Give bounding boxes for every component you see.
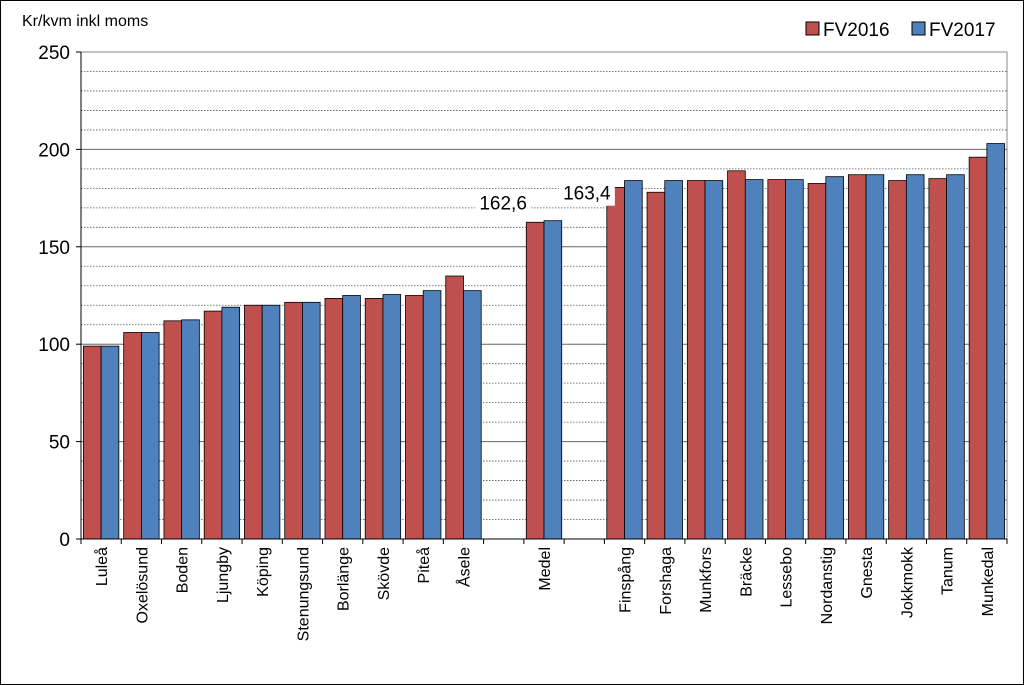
bar-fv2017-lessebo xyxy=(785,179,804,540)
legend: FV2016 FV2017 xyxy=(805,20,996,41)
bar-fv2016-luleå xyxy=(83,345,102,540)
y-axis-unit-label: Kr/kvm inkl moms xyxy=(22,13,148,30)
x-category-label: Nordanstig xyxy=(819,547,836,624)
y-tick-label: 0 xyxy=(59,530,70,551)
y-tick-label: 100 xyxy=(38,335,70,356)
x-category-label: Boden xyxy=(175,547,192,593)
bar-fv2016-bräcke xyxy=(727,170,746,540)
x-category-label: Åsele xyxy=(454,547,473,587)
bar-fv2017-gnesta xyxy=(865,174,885,540)
bar-fv2016-ljungby xyxy=(203,310,223,540)
bar-fv2017-nordanstig xyxy=(825,176,844,540)
bar-fv2016-piteå xyxy=(405,295,424,540)
x-category-label: Bräcke xyxy=(738,547,755,597)
bar-fv2016-skövde xyxy=(364,298,384,540)
x-category-label: Köping xyxy=(255,547,272,597)
bar-fv2016-lessebo xyxy=(767,179,786,540)
bar-fv2017-åsele xyxy=(463,290,482,540)
x-category-label: Lessebo xyxy=(779,547,796,608)
bar-fv2017-stenungsund xyxy=(302,301,321,540)
bar-fv2016-boden xyxy=(163,320,183,540)
bar-fv2017-köping xyxy=(261,304,281,540)
bars xyxy=(83,143,1005,540)
x-category-label: Tanum xyxy=(940,547,957,595)
y-tick-label: 200 xyxy=(38,140,70,161)
bar-fv2017-borlänge xyxy=(342,295,361,540)
bar-fv2016-oxelösund xyxy=(123,332,142,540)
legend-label-fv2017: FV2017 xyxy=(929,20,996,41)
data-labels: 162,6 163,4 xyxy=(475,180,615,216)
bar-fv2016-medel xyxy=(525,221,545,540)
bar-fv2016-borlänge xyxy=(324,298,344,540)
x-category-label: Munkedal xyxy=(980,547,997,616)
x-category-label: Borlänge xyxy=(336,547,353,611)
x-category-label: Finspång xyxy=(617,547,635,613)
x-category-label: Medel xyxy=(537,547,554,591)
x-category-label: Ljungby xyxy=(215,547,232,603)
x-category-label: Jokkmokk xyxy=(899,546,916,618)
legend-swatch-fv2017 xyxy=(911,21,926,36)
bar-fv2016-nordanstig xyxy=(807,183,827,540)
y-tick-label: 50 xyxy=(49,433,70,454)
bar-fv2016-finspång xyxy=(606,186,625,540)
bar-fv2017-forshaga xyxy=(664,180,683,540)
bar-fv2017-bräcke xyxy=(744,179,764,540)
axes: 0 50 100 150 200 250 Luleå Oxelösund Boden Ljungb… xyxy=(38,43,1008,641)
bar-fv2017-tanum xyxy=(946,174,965,540)
bar-fv2017-finspång xyxy=(624,180,643,540)
bar-fv2016-munkedal xyxy=(968,156,988,540)
x-category-label: Luleå xyxy=(93,547,111,586)
data-label-background xyxy=(558,180,615,206)
data-label-background xyxy=(475,190,532,216)
bar-fv2017-boden xyxy=(181,319,200,540)
bar-fv2017-jokkmokk xyxy=(905,174,925,540)
bar-fv2016-köping xyxy=(244,304,263,540)
data-label: 163,4 xyxy=(563,184,611,205)
bar-fv2016-munkfors xyxy=(686,180,706,540)
bar-fv2017-ljungby xyxy=(221,306,241,540)
bar-fv2017-medel xyxy=(543,220,563,540)
bar-fv2016-tanum xyxy=(928,178,948,540)
x-category-label: Munkfors xyxy=(698,547,715,613)
x-category-label: Piteå xyxy=(415,547,433,584)
bar-fv2017-munkedal xyxy=(986,143,1005,540)
bar-fv2016-forshaga xyxy=(646,191,666,540)
bar-fv2016-stenungsund xyxy=(284,301,303,540)
x-category-label: Stenungsund xyxy=(295,547,312,641)
x-category-label: Forshaga xyxy=(658,547,675,615)
legend-label-fv2016: FV2016 xyxy=(823,20,890,41)
bar-fv2016-gnesta xyxy=(847,174,867,540)
y-tick-label: 250 xyxy=(38,43,70,64)
x-category-label: Gnesta xyxy=(859,547,876,599)
bar-fv2016-jokkmokk xyxy=(888,180,907,540)
bar-fv2017-luleå xyxy=(100,345,120,540)
data-label: 162,6 xyxy=(479,193,527,214)
x-category-label: Oxelösund xyxy=(134,547,151,624)
legend-swatch-fv2016 xyxy=(805,21,820,36)
bar-fv2017-munkfors xyxy=(704,180,724,540)
bar-fv2017-piteå xyxy=(422,290,442,540)
bar-fv2016-åsele xyxy=(445,275,464,540)
x-category-label: Skövde xyxy=(376,547,393,600)
y-tick-label: 150 xyxy=(38,238,70,259)
bar-fv2017-oxelösund xyxy=(140,332,160,540)
bar-fv2017-skövde xyxy=(382,294,402,540)
